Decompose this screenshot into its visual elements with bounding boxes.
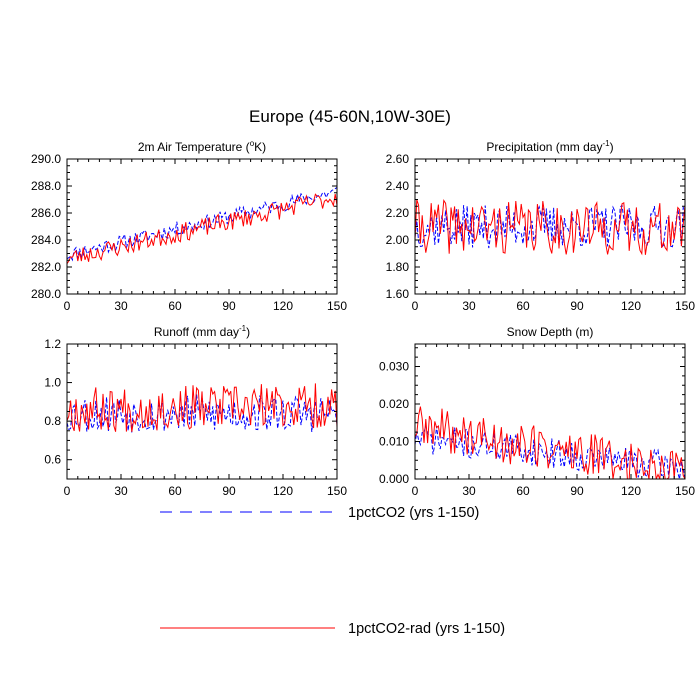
panel-title-tail: K) bbox=[254, 140, 266, 154]
series-line-solid bbox=[415, 199, 685, 256]
x-tick-label: 60 bbox=[516, 484, 530, 498]
y-tick-label: 2.60 bbox=[386, 152, 410, 166]
x-tick-label: 150 bbox=[327, 484, 347, 498]
series-line-dashed bbox=[415, 204, 685, 249]
y-tick-label: 288.0 bbox=[31, 179, 61, 193]
panel-3: Runoff (mm day-1) 0 30 60 90 120 150 0.6 0.8 1.0 1… bbox=[44, 324, 347, 498]
panel-title-tail: ) bbox=[246, 325, 250, 339]
panel-title-main: 2m Air Temperature ( bbox=[138, 140, 250, 154]
x-tick-label: 60 bbox=[168, 299, 182, 313]
x-tick-label: 90 bbox=[222, 299, 236, 313]
x-tick-label: 150 bbox=[675, 299, 695, 313]
y-tick-label: 280.0 bbox=[31, 287, 61, 301]
panel-title: Snow Depth (m) bbox=[507, 325, 594, 339]
panel-title-main: Snow Depth (m) bbox=[507, 325, 594, 339]
y-tick-label: 1.2 bbox=[44, 337, 61, 351]
panel-title: Runoff (mm day-1) bbox=[154, 324, 250, 339]
x-tick-label: 120 bbox=[621, 484, 641, 498]
y-tick-label: 0.030 bbox=[379, 360, 409, 374]
y-tick-label: 1.60 bbox=[386, 287, 410, 301]
panel-title-superscript: -1 bbox=[239, 324, 247, 333]
y-tick-label: 290.0 bbox=[31, 152, 61, 166]
panel-2: Precipitation (mm day-1) 0 30 60 90 120 150 1.6… bbox=[386, 139, 696, 313]
y-tick-label: 0.6 bbox=[44, 453, 61, 467]
x-tick-label: 0 bbox=[64, 299, 71, 313]
series-line-dashed bbox=[67, 186, 337, 262]
y-tick-label: 282.0 bbox=[31, 260, 61, 274]
panel-title-main: Runoff (mm day bbox=[154, 325, 239, 339]
x-tick-label: 60 bbox=[168, 484, 182, 498]
panel-4: Snow Depth (m) 0 30 60 90 120 150 0.000 0.010 0.0… bbox=[379, 325, 695, 498]
panel-title-superscript: o bbox=[250, 139, 255, 148]
legend-label: 1pctCO2 (yrs 1-150) bbox=[348, 505, 479, 521]
x-tick-label: 30 bbox=[114, 299, 128, 313]
y-tick-label: 2.40 bbox=[386, 179, 410, 193]
x-tick-label: 90 bbox=[570, 484, 584, 498]
panel-title-superscript: -1 bbox=[602, 139, 610, 148]
y-tick-label: 0.000 bbox=[379, 472, 409, 486]
panel-title: 2m Air Temperature (oK) bbox=[138, 139, 266, 154]
x-tick-label: 90 bbox=[222, 484, 236, 498]
series-line-solid bbox=[415, 406, 685, 479]
y-tick-label: 0.8 bbox=[44, 414, 61, 428]
x-tick-label: 30 bbox=[114, 484, 128, 498]
x-tick-label: 120 bbox=[273, 484, 293, 498]
series-line-dashed bbox=[67, 394, 337, 433]
x-tick-label: 90 bbox=[570, 299, 584, 313]
panel-title-main: Precipitation (mm day bbox=[486, 140, 602, 154]
y-tick-label: 284.0 bbox=[31, 233, 61, 247]
legend: 1pctCO2 (yrs 1-150) 1pctCO2-rad (yrs 1-15… bbox=[160, 505, 505, 637]
y-tick-label: 0.010 bbox=[379, 435, 409, 449]
series-line-solid bbox=[67, 383, 337, 432]
x-tick-label: 0 bbox=[412, 484, 419, 498]
y-tick-label: 1.0 bbox=[44, 376, 61, 390]
series-line-solid bbox=[67, 193, 337, 264]
y-tick-label: 2.00 bbox=[386, 233, 410, 247]
x-tick-label: 30 bbox=[462, 484, 476, 498]
panels-group: 2m Air Temperature (oK) 0 30 60 90 120 150 280.… bbox=[31, 139, 695, 498]
plot-frame bbox=[414, 343, 686, 480]
y-tick-label: 1.80 bbox=[386, 260, 410, 274]
series-line-dashed bbox=[415, 425, 685, 479]
figure-title: Europe (45-60N,10W-30E) bbox=[249, 107, 451, 126]
x-tick-label: 120 bbox=[621, 299, 641, 313]
panel-1: 2m Air Temperature (oK) 0 30 60 90 120 150 280.… bbox=[31, 139, 347, 313]
y-tick-label: 286.0 bbox=[31, 206, 61, 220]
x-tick-label: 0 bbox=[64, 484, 71, 498]
legend-label: 1pctCO2-rad (yrs 1-150) bbox=[348, 621, 505, 637]
panel-title: Precipitation (mm day-1) bbox=[486, 139, 613, 154]
x-tick-label: 120 bbox=[273, 299, 293, 313]
plot-frame bbox=[66, 158, 338, 295]
x-tick-label: 150 bbox=[327, 299, 347, 313]
y-tick-label: 0.020 bbox=[379, 397, 409, 411]
y-tick-label: 2.20 bbox=[386, 206, 410, 220]
x-tick-label: 150 bbox=[675, 484, 695, 498]
panel-title-tail: ) bbox=[610, 140, 614, 154]
x-tick-label: 30 bbox=[462, 299, 476, 313]
x-tick-label: 0 bbox=[412, 299, 419, 313]
x-tick-label: 60 bbox=[516, 299, 530, 313]
